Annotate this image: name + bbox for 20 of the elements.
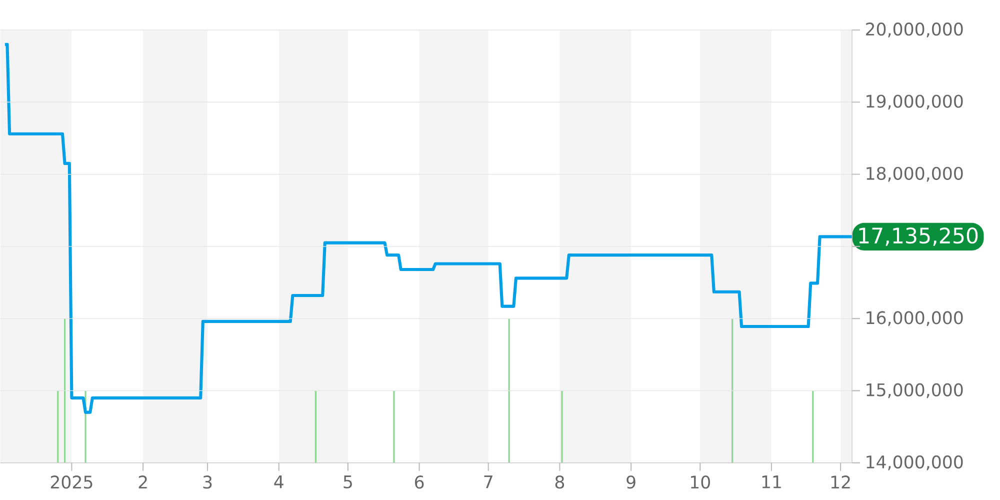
x-tick-label: 12 xyxy=(831,476,850,488)
y-tick-label: 16,000,000 xyxy=(866,311,963,326)
line-series xyxy=(3,42,852,414)
y-tick-label: 20,000,000 xyxy=(866,22,963,38)
x-tick-label: 9 xyxy=(626,476,636,489)
y-tick-label: 18,000,000 xyxy=(866,166,963,182)
x-tick-label: 3 xyxy=(203,476,212,489)
x-tick-label: 11 xyxy=(762,476,781,488)
x-tick-label: 10 xyxy=(691,476,710,489)
x-tick-label: 4 xyxy=(274,476,284,488)
x-tick-label: 5 xyxy=(344,476,352,489)
x-tick-label: 8 xyxy=(555,476,564,489)
x-tick-label: 2 xyxy=(138,476,147,488)
y-tick-label: 19,000,000 xyxy=(866,94,963,110)
y-tick-label: 14,000,000 xyxy=(866,455,963,470)
x-tick-label: 2025 xyxy=(50,476,92,489)
x-tick-label: 6 xyxy=(414,476,424,489)
y-tick-label: 15,000,000 xyxy=(866,383,963,398)
x-tick-label: 7 xyxy=(484,476,492,488)
annotation: 17,135,250 xyxy=(859,228,978,246)
